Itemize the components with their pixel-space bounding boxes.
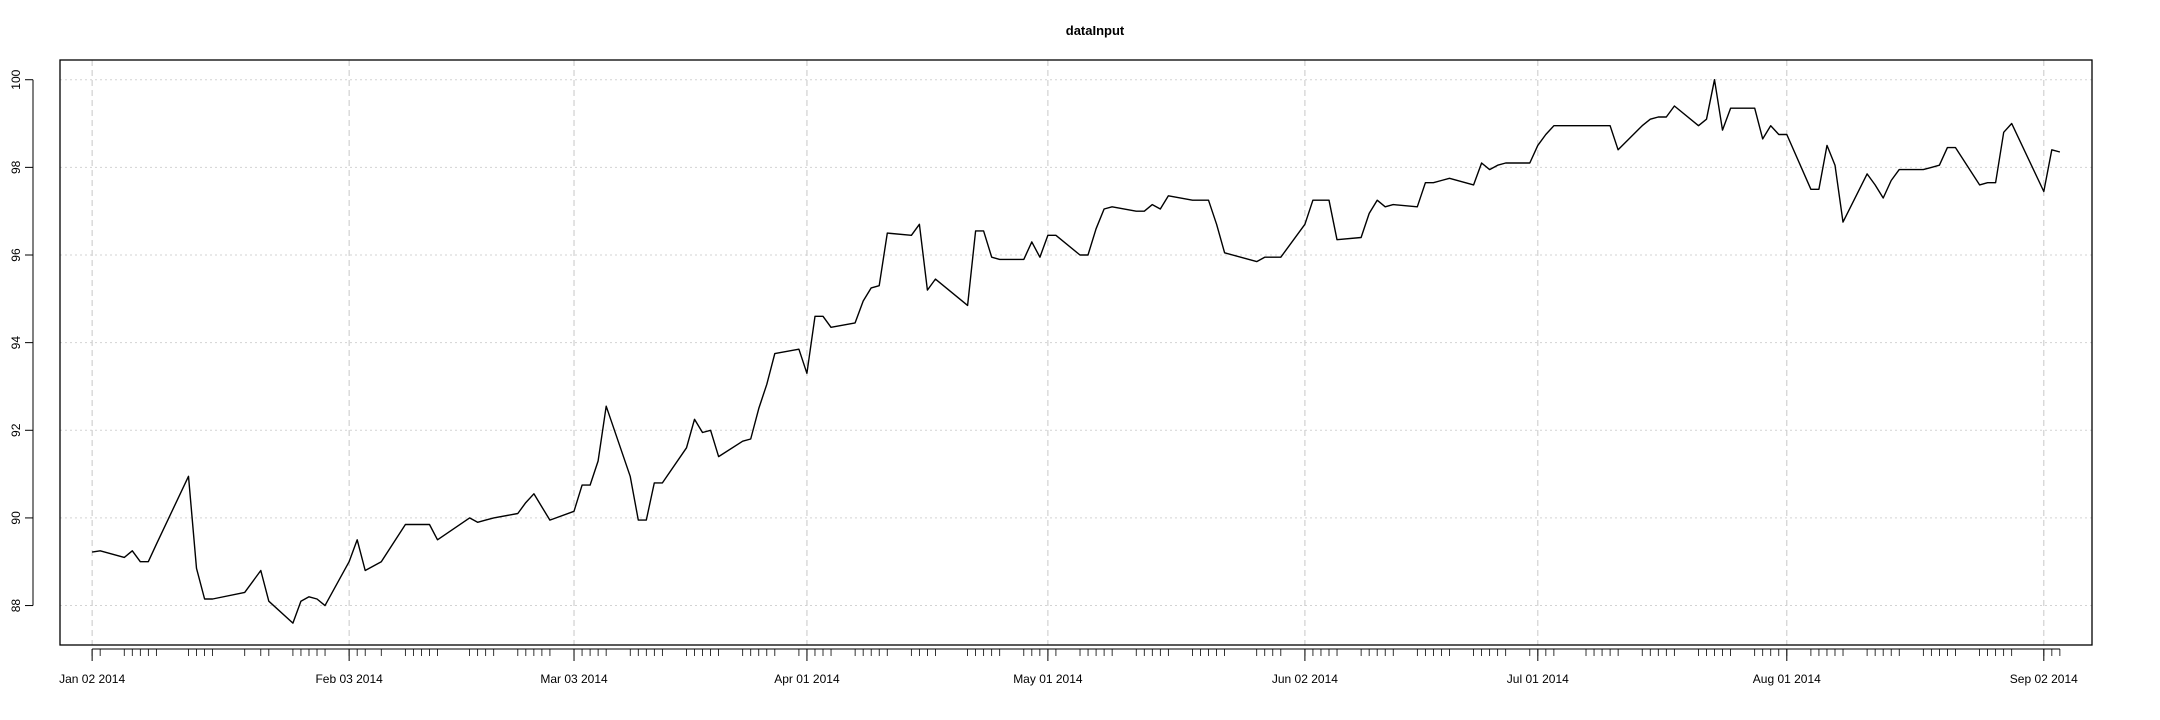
- y-tick-label: 98: [9, 160, 23, 174]
- x-tick-label: Apr 01 2014: [774, 672, 840, 686]
- chart-title: dataInput: [1066, 23, 1125, 38]
- y-tick-label: 100: [9, 69, 23, 89]
- plot-frame: [59, 59, 2093, 646]
- x-tick-label: Sep 02 2014: [2010, 672, 2078, 686]
- y-tick-label: 92: [9, 423, 23, 437]
- y-tick-label: 88: [9, 599, 23, 613]
- x-tick-label: Feb 03 2014: [315, 672, 383, 686]
- x-tick-label: Aug 01 2014: [1753, 672, 1821, 686]
- y-tick-label: 96: [9, 248, 23, 262]
- x-tick-label: Jun 02 2014: [1272, 672, 1338, 686]
- x-tick-label: Jan 02 2014: [59, 672, 125, 686]
- y-tick-label: 94: [9, 336, 23, 350]
- data-layer: [91, 78, 2061, 624]
- x-tick-label: May 01 2014: [1013, 672, 1083, 686]
- series-line: [91, 78, 2061, 624]
- grid: [60, 60, 2092, 645]
- y-tick-label: 90: [9, 511, 23, 525]
- x-tick-label: Jul 01 2014: [1507, 672, 1569, 686]
- y-axis: 88 90 92 94 96 98 100: [9, 69, 34, 613]
- x-axis: Jan 02 2014 Feb 03 2014 Mar 03 2014 Apr 01 …: [59, 648, 2078, 686]
- x-tick-label: Mar 03 2014: [540, 672, 608, 686]
